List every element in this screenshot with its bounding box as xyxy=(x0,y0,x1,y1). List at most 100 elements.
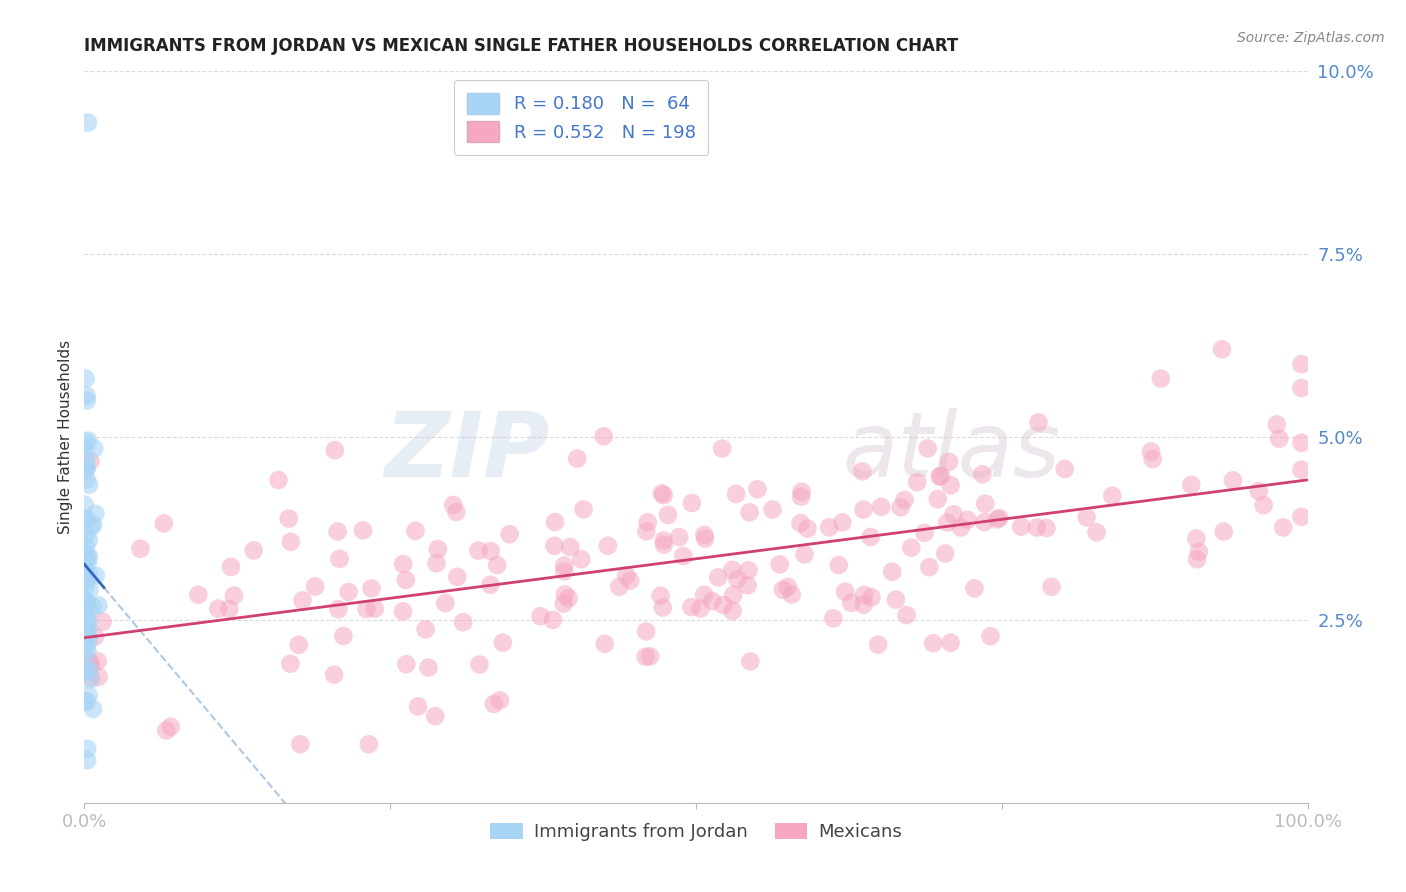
Point xyxy=(938,455,960,469)
Point xyxy=(326,524,349,539)
Point xyxy=(917,442,939,456)
Point xyxy=(219,559,242,574)
Point xyxy=(207,601,229,615)
Point xyxy=(187,588,209,602)
Point xyxy=(700,594,723,608)
Point xyxy=(707,570,730,584)
Point xyxy=(1265,417,1288,432)
Point xyxy=(434,596,457,610)
Point xyxy=(357,737,380,751)
Point xyxy=(75,613,97,627)
Point xyxy=(75,435,97,450)
Point xyxy=(790,490,813,504)
Point xyxy=(695,532,717,546)
Point xyxy=(1247,484,1270,499)
Point xyxy=(823,611,845,625)
Point xyxy=(737,563,759,577)
Point xyxy=(882,565,904,579)
Point xyxy=(596,539,619,553)
Point xyxy=(75,540,97,554)
Point xyxy=(280,657,302,671)
Point xyxy=(406,699,429,714)
Point xyxy=(425,556,447,570)
Point xyxy=(75,623,97,637)
Point xyxy=(80,519,103,533)
Point xyxy=(893,493,915,508)
Text: atlas: atlas xyxy=(842,408,1060,496)
Point xyxy=(928,469,950,483)
Point xyxy=(79,658,101,673)
Point xyxy=(352,524,374,538)
Point xyxy=(76,460,98,475)
Point xyxy=(541,613,564,627)
Point xyxy=(77,115,100,129)
Point xyxy=(82,599,104,614)
Point xyxy=(332,629,354,643)
Point xyxy=(772,582,794,597)
Point xyxy=(592,429,614,443)
Point xyxy=(73,511,96,525)
Point xyxy=(1010,519,1032,533)
Point xyxy=(79,673,101,687)
Point xyxy=(553,597,575,611)
Point xyxy=(1212,524,1234,539)
Point xyxy=(711,442,734,456)
Point xyxy=(79,671,101,685)
Point xyxy=(572,502,595,516)
Text: IMMIGRANTS FROM JORDAN VS MEXICAN SINGLE FATHER HOUSEHOLDS CORRELATION CHART: IMMIGRANTS FROM JORDAN VS MEXICAN SINGLE… xyxy=(84,37,959,54)
Point xyxy=(721,604,744,618)
Point xyxy=(884,592,907,607)
Point xyxy=(567,451,589,466)
Point xyxy=(918,560,941,574)
Point xyxy=(79,582,101,597)
Text: ZIP: ZIP xyxy=(384,408,550,496)
Point xyxy=(75,614,97,628)
Point xyxy=(75,615,97,630)
Point xyxy=(76,639,98,653)
Point xyxy=(776,580,799,594)
Point xyxy=(267,473,290,487)
Point xyxy=(1035,521,1057,535)
Point xyxy=(323,667,346,681)
Point xyxy=(415,623,437,637)
Point xyxy=(1180,477,1202,491)
Point xyxy=(76,665,98,679)
Point xyxy=(1085,525,1108,540)
Point xyxy=(82,702,104,716)
Point xyxy=(392,557,415,571)
Point xyxy=(1253,498,1275,512)
Point xyxy=(693,588,716,602)
Point xyxy=(852,502,875,516)
Point xyxy=(851,464,873,478)
Point xyxy=(529,609,551,624)
Point xyxy=(852,598,875,612)
Point xyxy=(482,697,505,711)
Point xyxy=(553,565,575,579)
Point xyxy=(789,516,811,530)
Point xyxy=(277,511,299,525)
Point xyxy=(425,709,447,723)
Point xyxy=(1188,545,1211,559)
Point xyxy=(222,589,245,603)
Point xyxy=(780,587,803,601)
Point xyxy=(693,528,716,542)
Point xyxy=(75,553,97,567)
Point xyxy=(404,524,426,538)
Point xyxy=(939,478,962,492)
Point xyxy=(242,543,264,558)
Point xyxy=(652,488,675,502)
Point xyxy=(395,573,418,587)
Point xyxy=(290,737,312,751)
Point xyxy=(1028,416,1050,430)
Point xyxy=(1291,509,1313,524)
Point xyxy=(569,552,592,566)
Point xyxy=(1076,510,1098,524)
Point xyxy=(593,637,616,651)
Point xyxy=(905,475,928,490)
Point xyxy=(77,533,100,548)
Point xyxy=(839,596,862,610)
Point xyxy=(77,621,100,635)
Point xyxy=(650,589,672,603)
Point xyxy=(75,574,97,588)
Point xyxy=(467,543,489,558)
